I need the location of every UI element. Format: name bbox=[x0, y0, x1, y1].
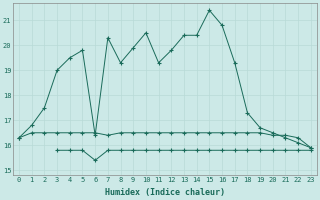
X-axis label: Humidex (Indice chaleur): Humidex (Indice chaleur) bbox=[105, 188, 225, 197]
